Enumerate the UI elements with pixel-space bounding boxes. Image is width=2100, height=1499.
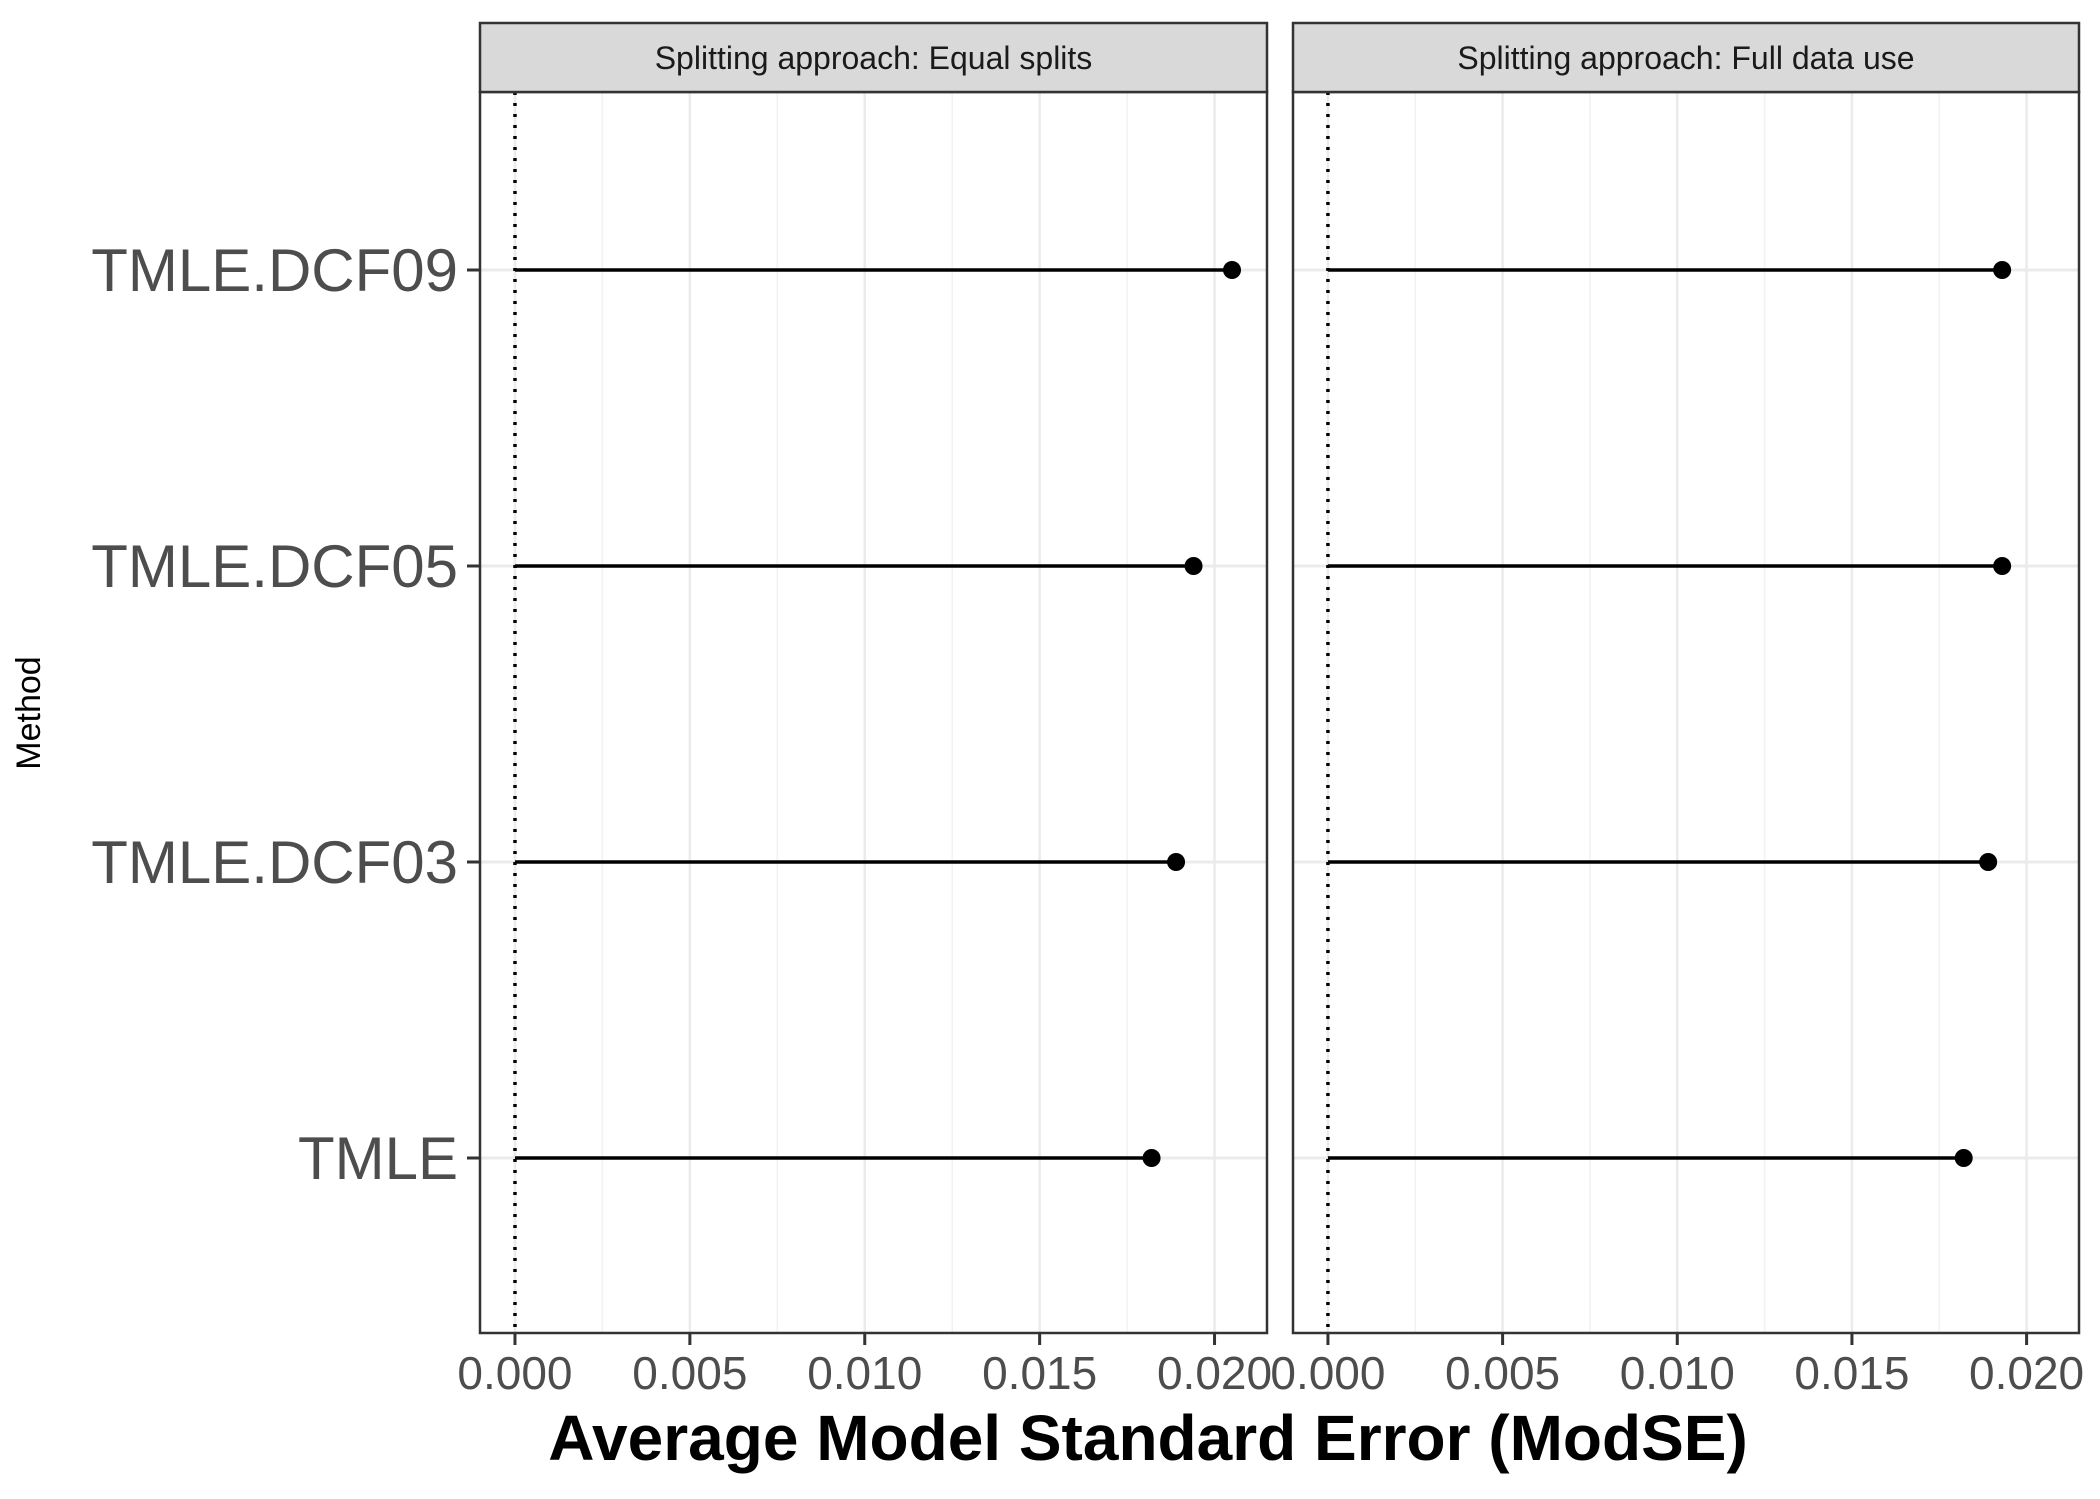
lollipop-point [1954, 1149, 1973, 1167]
y-tick-label: TMLE.DCF05 [91, 533, 458, 600]
y-axis-title: Method [10, 656, 48, 769]
lollipop-point [1223, 261, 1242, 279]
x-tick-label: 0.005 [1445, 1347, 1560, 1399]
panel-background [1293, 92, 2079, 1333]
lollipop-point [1993, 557, 2012, 575]
x-tick-label: 0.010 [1620, 1347, 1735, 1399]
x-tick-label: 0.020 [1969, 1347, 2084, 1399]
lollipop-point [1184, 557, 1203, 575]
facet-strip-label: Splitting approach: Full data use [1457, 40, 1914, 76]
facet-strip-label: Splitting approach: Equal splits [655, 40, 1093, 76]
x-tick-label: 0.015 [982, 1347, 1097, 1399]
y-tick-label: TMLE.DCF09 [91, 237, 458, 304]
x-tick-label: 0.015 [1794, 1347, 1909, 1399]
y-tick-label: TMLE [298, 1125, 458, 1192]
x-tick-label: 0.010 [807, 1347, 922, 1399]
y-tick-label: TMLE.DCF03 [91, 829, 458, 896]
lollipop-point [1167, 853, 1186, 871]
y-axis: TMLE.DCF09 TMLE.DCF05 TMLE.DCF03 TMLE [91, 237, 480, 1192]
x-tick-label: 0.000 [457, 1347, 572, 1399]
x-tick-label: 0.000 [1270, 1347, 1385, 1399]
facet-strip [1291, 21, 2081, 94]
x-tick-label: 0.020 [1157, 1347, 1272, 1399]
x-axis-title: Average Model Standard Error (ModSE) [548, 1402, 1748, 1474]
lollipop-point [1993, 261, 2012, 279]
panel-1: Splitting approach: Equal splits 0.000 0.0… [457, 21, 1272, 1399]
lollipop-point [1979, 853, 1998, 871]
panel-background [480, 92, 1267, 1333]
x-tick-label: 0.005 [632, 1347, 747, 1399]
lollipop-point [1142, 1149, 1161, 1167]
panel-2: Splitting approach: Full data use 0.000 0.… [1270, 21, 2084, 1399]
facet-strip [478, 21, 1269, 94]
